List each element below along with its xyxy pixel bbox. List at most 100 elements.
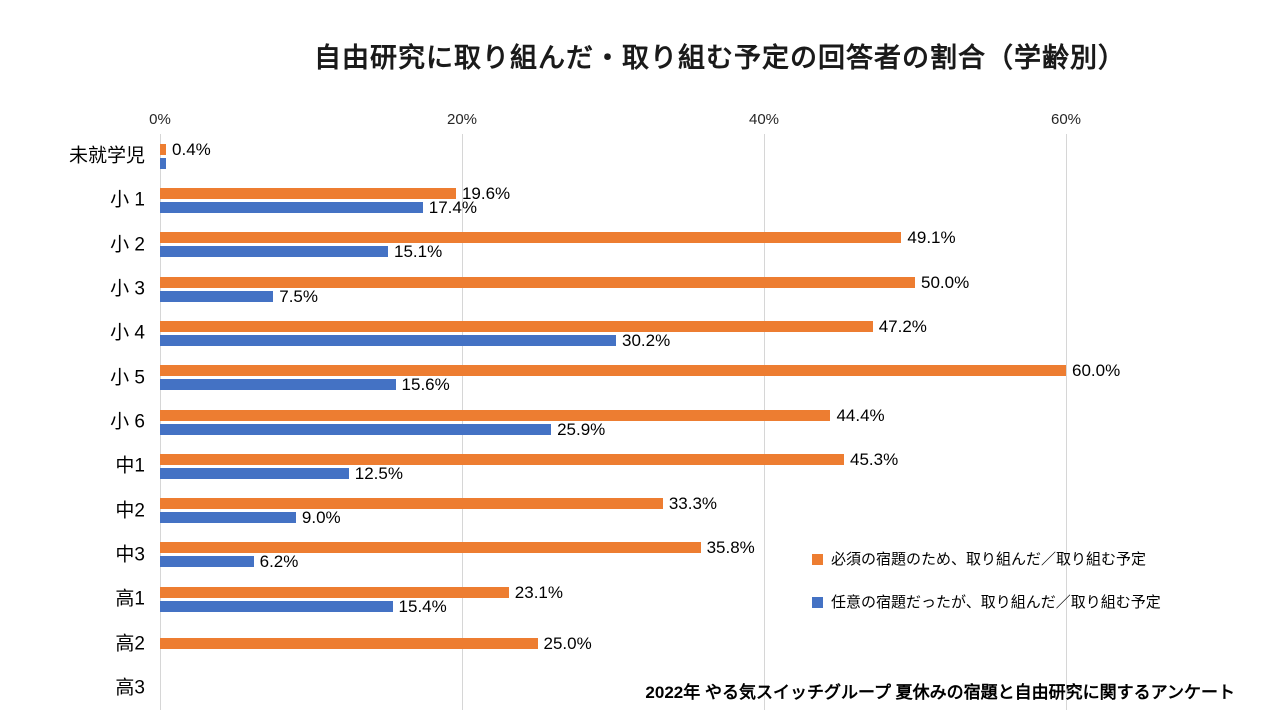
bar-required	[160, 365, 1066, 377]
legend-label: 必須の宿題のため、取り組んだ／取り組む予定	[831, 551, 1147, 568]
bar-line: 44.4%	[160, 405, 1246, 425]
data-label: 45.3%	[850, 449, 899, 469]
bar-optional	[160, 556, 254, 568]
bar-required	[160, 143, 167, 155]
gridline	[462, 134, 463, 710]
chart-row: 小 2 49.1% 15.1%	[110, 223, 1246, 267]
bar-line: 19.6%	[160, 183, 1246, 203]
source-note: 2022年 やる気スイッチグループ 夏休みの宿題と自由研究に関するアンケート	[645, 683, 1235, 702]
bar-line: 25.0%	[160, 634, 1246, 654]
bar-required	[160, 586, 509, 598]
bar-line: 47.2%	[160, 316, 1246, 336]
chart-row: 小 4 47.2% 30.2%	[110, 311, 1246, 355]
chart-row: 高1 23.1% 15.4%	[115, 577, 1246, 621]
bar-optional	[160, 201, 423, 213]
bar-line: 30.2%	[160, 332, 1246, 349]
chart-row: 小 3 50.0% 7.5%	[110, 267, 1246, 311]
category-label: 高3	[115, 677, 145, 699]
bar-line: 49.1%	[160, 228, 1246, 248]
bar-line: 15.4%	[160, 596, 1246, 616]
bar-line: 50.0%	[160, 272, 1246, 292]
bar-line: 0.4%	[160, 139, 1246, 159]
x-axis-tick-label: 20%	[446, 111, 478, 128]
bar-line: 17.4%	[160, 199, 1246, 216]
legend: 必須の宿題のため、取り組んだ／取り組む予定 任意の宿題だったが、取り組んだ／取り組…	[812, 552, 1161, 610]
chart-row: 中2 33.3% 9.0%	[115, 489, 1246, 533]
data-label: 35.8%	[706, 538, 755, 558]
chart-title: 自由研究に取り組んだ・取り組む予定の回答者の割合（学齢別）	[314, 43, 1126, 73]
legend-label: 任意の宿題だったが、取り組んだ／取り組む予定	[831, 594, 1161, 611]
bar-optional	[160, 467, 349, 479]
data-label: 15.1%	[394, 242, 443, 262]
data-label: 15.6%	[401, 375, 450, 395]
data-label: 9.0%	[301, 508, 341, 528]
bar-required	[160, 453, 845, 465]
bar-optional	[160, 246, 388, 258]
legend-marker	[812, 597, 823, 608]
data-label: 25.0%	[543, 634, 592, 654]
x-axis-tick-label: 40%	[748, 111, 780, 128]
bar-line	[160, 157, 1246, 169]
bar-line: 45.3%	[160, 449, 1246, 469]
bar-chart: 0% 20% 40% 60% 未就学児 0.4% 小 1 19.6% 17.4% 小 2 49.1…	[69, 111, 1246, 710]
data-label: 49.1%	[907, 228, 956, 248]
category-label: 小 2	[110, 234, 145, 256]
data-label: 50.0%	[921, 272, 970, 292]
category-label: 小 1	[110, 189, 145, 211]
data-label: 47.2%	[878, 316, 927, 336]
data-label: 7.5%	[279, 286, 318, 306]
bar-line: 35.8%	[160, 538, 1246, 558]
data-label: 0.4%	[172, 139, 211, 159]
category-label: 中2	[115, 500, 145, 522]
bar-line: 12.5%	[160, 463, 1246, 483]
bar-required	[160, 320, 873, 332]
category-label: 小 5	[110, 367, 145, 389]
data-label: 25.9%	[557, 419, 606, 439]
bar-required	[160, 638, 538, 650]
data-label: 12.5%	[354, 463, 403, 483]
chart-row: 高2 25.0%	[115, 621, 1246, 665]
chart-rows: 未就学児 0.4% 小 1 19.6% 17.4% 小 2 49.1% 15.1% 小 3 50.…	[69, 134, 1246, 710]
bar-line: 15.1%	[160, 242, 1246, 262]
data-label: 33.3%	[668, 494, 718, 514]
x-axis-tick-label: 0%	[149, 111, 171, 128]
gridline	[764, 134, 765, 710]
gridline	[160, 134, 161, 710]
category-label: 小 3	[110, 278, 145, 300]
bar-optional	[160, 512, 296, 524]
chart-row: 未就学児 0.4%	[69, 134, 1246, 178]
bar-optional	[160, 600, 393, 612]
bar-line: 60.0%	[160, 362, 1246, 379]
data-label: 44.4%	[836, 405, 885, 425]
data-label: 23.1%	[514, 582, 563, 602]
bar-line: 6.2%	[160, 552, 1246, 572]
data-label: 19.6%	[461, 183, 511, 203]
category-label: 高2	[115, 633, 145, 655]
chart-row: 小 5 60.0% 15.6%	[110, 356, 1246, 400]
x-axis-tick-label: 60%	[1050, 111, 1082, 128]
bar-optional	[160, 334, 617, 346]
bar-required	[160, 498, 663, 510]
legend-item: 任意の宿題だったが、取り組んだ／取り組む予定	[812, 595, 1161, 610]
category-label: 小 4	[110, 322, 145, 344]
chart-row: 中3 35.8% 6.2%	[115, 533, 1246, 577]
chart-row: 小 6 44.4% 25.9%	[110, 400, 1246, 444]
data-label: 6.2%	[259, 552, 299, 572]
category-label: 小 6	[110, 411, 145, 433]
data-label: 15.4%	[398, 596, 447, 616]
bar-required	[160, 187, 456, 199]
bar-line: 15.6%	[160, 375, 1246, 395]
bar-required	[160, 276, 915, 288]
category-label: 中3	[115, 544, 145, 566]
bar-optional	[160, 290, 274, 302]
legend-item: 必須の宿題のため、取り組んだ／取り組む予定	[812, 552, 1161, 567]
bar-optional	[160, 423, 552, 435]
chart-row: 高3	[115, 666, 1246, 710]
bar-optional	[160, 157, 167, 169]
legend-marker	[812, 554, 823, 565]
bar-required	[160, 409, 831, 421]
bar-optional	[160, 379, 396, 391]
bar-line: 25.9%	[160, 419, 1246, 439]
bar-required	[160, 542, 701, 554]
chart-row: 中1 45.3% 12.5%	[115, 444, 1246, 488]
